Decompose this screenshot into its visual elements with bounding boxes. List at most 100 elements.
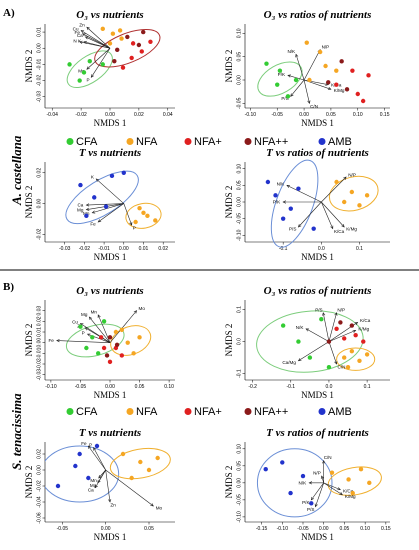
legend-label: NFA — [136, 406, 158, 418]
y-tick-label: -0.10 — [237, 511, 243, 523]
point-nfaplus — [350, 68, 355, 73]
vector-label: Ca — [77, 33, 83, 38]
y-tick-label: -0.02 — [37, 480, 43, 492]
vector-head — [85, 203, 90, 207]
point-nfaplusplus — [141, 29, 146, 35]
legend-label: NFA++ — [254, 406, 288, 418]
point-nfa — [129, 475, 134, 481]
point-nfa — [367, 480, 372, 486]
point-cfa — [293, 77, 299, 83]
vector-label: K/Ca — [334, 229, 345, 234]
vector-head — [97, 219, 102, 223]
x-axis-label: NMDS 1 — [301, 390, 334, 400]
x-tick-label: -0.04 — [47, 112, 59, 118]
vector-label: N/P — [348, 172, 356, 177]
vector-head — [84, 327, 89, 331]
legend-marker — [184, 408, 192, 415]
x-tick-label: -0.01 — [98, 246, 110, 252]
y-axis-label: NMDS 2 — [224, 466, 234, 499]
point-amb — [73, 463, 78, 469]
y-tick-label: -0.05 — [237, 213, 243, 225]
point-nfa — [349, 189, 355, 195]
vector-label: Mn — [78, 69, 85, 74]
point-nfaplus — [361, 339, 366, 344]
vector-label: P/S — [307, 507, 314, 512]
vector-label: Fe — [48, 338, 54, 343]
vector-head — [133, 310, 138, 314]
vector-label: P/K — [278, 72, 286, 77]
vector-head — [330, 225, 334, 230]
x-tick-label: 0.1 — [364, 384, 371, 390]
point-nfaplus — [366, 73, 371, 78]
vector-arrow — [305, 328, 330, 342]
vector-head — [327, 87, 332, 90]
vector-head — [86, 26, 90, 31]
ellipse-nfa — [336, 347, 376, 371]
x-tick-label: -0.10 — [45, 384, 57, 390]
vector-head — [339, 492, 343, 496]
vector-label: P/K — [273, 200, 281, 205]
point-nfaplus — [120, 65, 126, 70]
point-nfaplusplus — [338, 320, 343, 325]
y-tick-label: 0.05 — [237, 461, 243, 471]
y-axis-label: NMDS 2 — [24, 186, 34, 219]
vector-head — [91, 210, 96, 214]
y-tick-label: -0.10 — [237, 229, 243, 241]
vector-label: Ca/Mg — [282, 360, 296, 365]
point-nfaplusplus — [115, 47, 120, 53]
point-amb — [309, 501, 314, 506]
vector-arrow — [109, 310, 137, 343]
point-nfa — [358, 467, 364, 472]
x-tick-label: -0.03 — [59, 246, 71, 252]
chart-title: O₃ vs nutrients — [76, 285, 143, 297]
vector-arrow — [85, 36, 111, 49]
point-cfa — [95, 351, 101, 356]
point-amb — [280, 460, 285, 465]
ellipse-nfa — [110, 325, 152, 356]
chart-title: O₃ vs ratios of nutrients — [264, 285, 372, 297]
vector-label: Ca — [88, 488, 94, 493]
x-axis-label: NMDS 1 — [301, 252, 334, 262]
vector-arrow — [315, 482, 324, 507]
y-tick-label: 0.00 — [237, 197, 243, 207]
x-tick-label: -0.15 — [256, 526, 268, 532]
point-nfaplus — [342, 336, 347, 341]
x-tick-label: -0.05 — [57, 526, 69, 532]
point-nfa — [120, 451, 126, 457]
vector-arrow — [328, 330, 356, 342]
point-nfa — [342, 199, 347, 205]
x-tick-label: 0.0 — [318, 246, 325, 252]
ellipse-amb — [270, 159, 319, 248]
point-nfa — [346, 477, 351, 482]
vector-head — [78, 40, 83, 44]
point-nfa — [334, 179, 339, 185]
point-cfa — [77, 78, 82, 83]
legend-marker — [244, 138, 252, 145]
vector-head — [84, 36, 89, 40]
point-nfaplus — [334, 326, 339, 331]
x-axis-label: NMDS 1 — [301, 532, 334, 542]
point-nfa — [364, 193, 370, 198]
ellipse-nfaplus — [94, 29, 161, 68]
y-tick-label: 0.00 — [237, 478, 243, 488]
vector-arrow — [83, 41, 111, 49]
vector-arrow — [321, 201, 345, 228]
vector-head — [80, 30, 85, 34]
vector-label: C/N — [324, 455, 332, 460]
point-cfa — [296, 339, 301, 344]
point-cfa — [264, 61, 269, 66]
section-a-label: A) — [3, 7, 15, 19]
y-axis-label: NMDS 2 — [224, 50, 234, 83]
x-tick-label: 0.00 — [119, 246, 129, 252]
vector-head — [297, 358, 302, 362]
point-amb — [109, 173, 115, 179]
point-nfaplus — [129, 55, 134, 61]
vector-head — [95, 178, 100, 182]
y-tick-label: 0.01 — [37, 327, 43, 337]
vector-arrow — [303, 49, 321, 81]
x-tick-label: 0.10 — [360, 526, 370, 532]
vector-head — [286, 185, 290, 188]
y-tick-label: -0.1 — [237, 369, 243, 378]
x-tick-label: -0.1 — [286, 384, 295, 390]
x-tick-label: 0.05 — [340, 526, 350, 532]
